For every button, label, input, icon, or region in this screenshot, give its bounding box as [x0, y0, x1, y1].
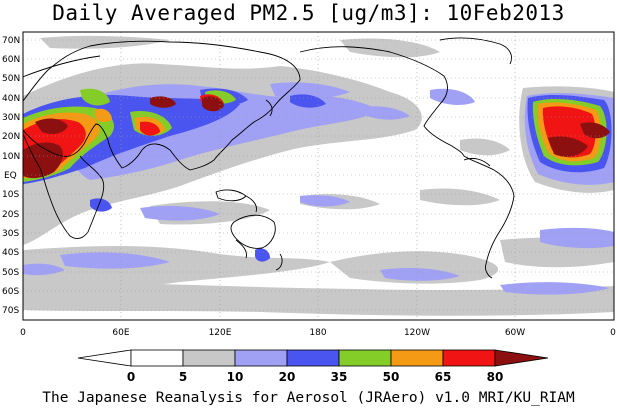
lat-label-eq: EQ [4, 171, 17, 181]
lat-label-20s: 20S [2, 210, 19, 220]
map-plot-area [23, 32, 614, 320]
colorbar-legend: 0 5 10 20 35 50 65 80 [77, 349, 549, 384]
colorbar-segment-65-80 [442, 349, 496, 367]
colorbar-segment-5-10 [182, 349, 236, 367]
lat-label-70n: 70N [2, 36, 20, 46]
coastlines [23, 37, 515, 279]
lat-label-70s: 70S [2, 306, 19, 316]
lon-label-120e: 120E [209, 328, 232, 338]
pm25-level-above-80 [23, 96, 610, 179]
lon-label-60w: 60W [505, 328, 525, 338]
lat-label-30n: 30N [2, 113, 20, 123]
lon-label-0-west: 0 [20, 328, 26, 338]
lat-label-10n: 10N [2, 152, 20, 162]
colorbar-segment-20-35 [286, 349, 340, 367]
graticule [23, 32, 614, 320]
map-frame [22, 31, 615, 321]
lat-label-50n: 50N [2, 74, 20, 84]
lon-label-180: 180 [309, 328, 326, 338]
lon-label-0-east: 0 [610, 328, 616, 338]
lon-label-60e: 60E [112, 328, 129, 338]
colorbar-label-5: 5 [179, 370, 187, 384]
lon-label-120w: 120W [404, 328, 430, 338]
footer-credit: The Japanese Reanalysis for Aerosol (JRA… [42, 390, 575, 406]
lat-label-50s: 50S [2, 268, 19, 278]
colorbar-label-50: 50 [383, 370, 400, 384]
colorbar-label-10: 10 [227, 370, 244, 384]
colorbar-label-35: 35 [331, 370, 348, 384]
colorbar-label-65: 65 [435, 370, 452, 384]
lat-label-30s: 30S [2, 229, 19, 239]
lat-label-60s: 60S [2, 287, 19, 297]
colorbar-segment-0-5 [130, 349, 184, 367]
lat-label-60n: 60N [2, 55, 20, 65]
colorbar-segment-35-50 [338, 349, 392, 367]
lat-label-40s: 40S [2, 248, 19, 258]
colorbar-segment-50-65 [390, 349, 444, 367]
lat-label-40n: 40N [2, 94, 20, 104]
colorbar-segment-10-20 [234, 349, 288, 367]
colorbar-segment-below-0 [77, 349, 132, 367]
colorbar-segment-above-80 [494, 349, 549, 367]
colorbar-label-80: 80 [487, 370, 504, 384]
lat-tick-labels: 70N 60N 50N 40N 30N 20N 10N EQ 10S 20S 3… [2, 36, 20, 316]
colorbar-label-0: 0 [127, 370, 135, 384]
lon-tick-labels: 0 60E 120E 180 120W 60W 0 [20, 328, 616, 338]
lat-label-10s: 10S [2, 190, 19, 200]
map-title: Daily Averaged PM2.5 [ug/m3]: 10Feb2013 [52, 1, 565, 25]
lat-label-20n: 20N [2, 132, 20, 142]
colorbar-label-20: 20 [279, 370, 296, 384]
